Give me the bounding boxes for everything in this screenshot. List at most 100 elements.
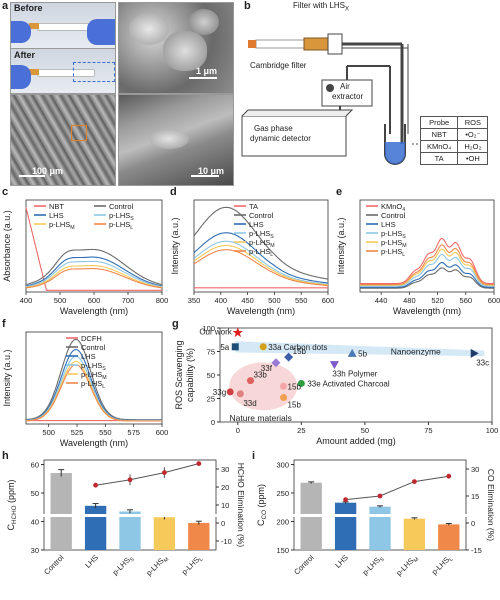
y-tick-label: 60 xyxy=(31,461,39,470)
scale-bar-1um: 1 μm xyxy=(196,66,218,76)
series-line xyxy=(193,244,329,286)
x-axis-label: Wavelength (nm) xyxy=(393,306,461,316)
legend-label: p-LHSS xyxy=(81,361,106,372)
panel-label-h: h xyxy=(2,450,9,462)
point-marker xyxy=(271,358,281,368)
bar xyxy=(84,505,107,550)
x-tick-label: 450 xyxy=(241,296,254,305)
point-marker xyxy=(259,343,267,351)
series-line xyxy=(193,232,329,284)
point-marker xyxy=(280,382,288,390)
series-line xyxy=(193,249,329,287)
data-point xyxy=(470,348,479,358)
x-category-label: p-LHSM xyxy=(394,553,420,579)
y-tick-label: 50 xyxy=(207,371,215,380)
series-line xyxy=(360,244,494,286)
point-label: 5b xyxy=(358,349,367,358)
x-axis-label: Wavelength (nm) xyxy=(60,438,128,448)
y-tick-label: 300 xyxy=(276,461,289,470)
legend-label: LHS xyxy=(249,220,264,229)
axis-break xyxy=(40,514,220,517)
scale-bar-100um: 100 μm xyxy=(32,166,64,176)
x-tick-label: 600 xyxy=(488,296,500,305)
sem-image-single-fiber xyxy=(118,94,234,186)
elimination-point xyxy=(196,461,202,466)
x-tick-label: 400 xyxy=(20,296,33,305)
x-category-label: p-LHSS xyxy=(111,553,137,579)
y2-axis-label: CO Elimination (%) xyxy=(486,469,496,541)
series-line xyxy=(193,240,329,285)
y2-tick-label: 20 xyxy=(221,483,229,492)
legend-label: TA xyxy=(249,202,258,211)
data-point xyxy=(280,394,288,402)
x-tick-label: 25 xyxy=(297,426,305,435)
point-marker xyxy=(329,361,339,370)
x-tick-label: 440 xyxy=(375,296,388,305)
x-tick-label: 550 xyxy=(99,428,112,437)
legend-label: p-LHSL xyxy=(81,379,105,390)
series-line xyxy=(193,206,329,280)
elimination-point xyxy=(343,497,348,502)
series-line xyxy=(25,268,163,289)
chart-intensity-dcfh: 500 525 550 575 600 Wavelength (nm) Intensity … xyxy=(2,331,168,448)
x-axis-label: Wavelength (nm) xyxy=(60,306,128,316)
y2-tick-label: -15 xyxy=(471,546,482,555)
bar xyxy=(334,502,357,550)
y2-tick-label: 15 xyxy=(471,492,479,501)
x-axis-label: Wavelength (nm) xyxy=(227,306,295,316)
filter-label: Filter with LHSX xyxy=(293,1,350,13)
table-cell: •O₂⁻ xyxy=(457,128,489,141)
legend-label: Control xyxy=(249,211,274,220)
legend-label: p-LHSL xyxy=(109,220,133,231)
table-cell: KMnO₄ xyxy=(419,140,459,153)
panel-label-g: g xyxy=(172,318,179,330)
series-line xyxy=(25,260,163,288)
y-tick-label: 50 xyxy=(31,489,39,498)
cigarette-body xyxy=(255,39,305,49)
elimination-line xyxy=(95,463,199,486)
table-cell: H₂O₂ xyxy=(457,140,489,153)
x-tick-label: 400 xyxy=(215,296,228,305)
apparatus-schematic xyxy=(241,33,422,165)
table-header-ros: ROS xyxy=(457,116,489,129)
y-tick-label: 40 xyxy=(31,518,39,527)
y-axis-label: Intensity (a.u.) xyxy=(2,349,12,406)
bar xyxy=(153,517,176,550)
x-category-label: LHS xyxy=(83,553,100,570)
y2-tick-label: 10 xyxy=(221,501,229,510)
y2-tick-label: 0 xyxy=(221,519,225,528)
legend-label: p-LHSM xyxy=(381,238,407,249)
series-line xyxy=(25,364,162,422)
y-tick-label: 150 xyxy=(276,546,289,555)
y-tick-label: 250 xyxy=(276,489,289,498)
data-point xyxy=(329,361,339,370)
series-line xyxy=(360,267,494,289)
probe-ros-table: Probe ROS NBT •O₂⁻ KMnO₄ H₂O₂ TA •OH xyxy=(419,116,489,165)
x-tick-label: 500 xyxy=(54,296,67,305)
point-marker xyxy=(280,394,288,402)
series-line xyxy=(25,207,162,291)
table-cell: TA xyxy=(419,152,459,165)
elimination-point xyxy=(377,493,383,499)
panel-label-c: c xyxy=(2,186,9,198)
y-tick-label: 75 xyxy=(207,348,215,357)
extractor-label: extractor xyxy=(332,92,364,101)
data-point xyxy=(231,343,239,351)
elimination-point xyxy=(127,477,133,483)
x-category-label: LHS xyxy=(333,553,350,570)
data-point xyxy=(297,379,305,387)
table-cell: •OH xyxy=(457,152,489,165)
series-line xyxy=(360,248,494,286)
legend-label: p-LHSS xyxy=(381,229,406,240)
plot-frame xyxy=(25,331,163,425)
elimination-point xyxy=(93,482,98,488)
x-tick-label: 700 xyxy=(122,296,135,305)
x-category-label: p-LHSS xyxy=(361,553,387,579)
bar xyxy=(50,473,72,550)
chart-intensity-ta: 350 400 450 500 550 600 Wavelength (nm) Intensi… xyxy=(170,199,334,316)
x-category-label: Control xyxy=(292,553,316,577)
point-label: 15b xyxy=(293,347,307,356)
x-tick-label: 100 xyxy=(486,426,499,435)
x-tick-label: 75 xyxy=(424,426,432,435)
point-label: 15b xyxy=(288,382,302,391)
